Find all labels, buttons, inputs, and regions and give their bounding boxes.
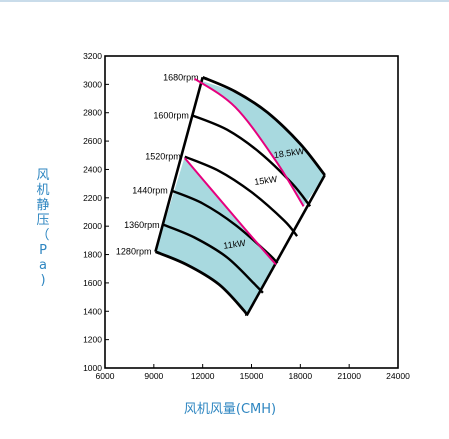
- y-tick-label: 2200: [83, 193, 102, 203]
- x-tick-label: 18000: [289, 371, 313, 381]
- x-tick-label: 9000: [144, 371, 163, 381]
- top-divider: [0, 0, 449, 2]
- rpm-curves: 1680rpm 1600rpm 1520rpm 1440rpm 1360rpm 1280r…: [116, 72, 326, 317]
- axes: 1000 1200 1400 1600 1800 2000 2200 2400 2600 2800…: [83, 51, 410, 381]
- y-axis-label-char: 风: [36, 168, 50, 183]
- power-label: 18.5kW: [273, 146, 305, 160]
- rpm-curve: [184, 155, 299, 237]
- y-tick-label: 2400: [83, 164, 102, 174]
- x-tick-label: 15000: [240, 371, 264, 381]
- rpm-curve: [154, 250, 248, 317]
- y-tick-label: 1400: [83, 306, 102, 316]
- rpm-curve: [163, 223, 264, 294]
- x-tick-label: 6000: [96, 371, 115, 381]
- envelope-left-edge: [154, 76, 204, 253]
- rpm-curve: [192, 114, 312, 208]
- y-tick-label: 2000: [83, 221, 102, 231]
- y-axis-label-char: 静: [36, 198, 50, 213]
- shade-region-upper: [194, 78, 325, 207]
- rpm-curve: [171, 189, 279, 264]
- y-tick-label: 1600: [83, 278, 102, 288]
- y-axis-label-char: P: [39, 243, 47, 258]
- rpm-label: 1680rpm: [163, 72, 199, 82]
- y-tick-label: 2600: [83, 136, 102, 146]
- y-axis-label-char: 机: [36, 183, 50, 198]
- rpm-label: 1600rpm: [153, 111, 189, 121]
- power-line: [184, 157, 277, 266]
- y-tick-label: 3000: [83, 79, 102, 89]
- power-label: 11kW: [223, 238, 247, 251]
- rpm-label: 1440rpm: [132, 186, 168, 196]
- power-lines: 18.5kW 15kW 11kW: [184, 77, 305, 266]
- y-tick-label: 1800: [83, 250, 102, 260]
- power-label: 15kW: [254, 174, 279, 187]
- y-tick-label: 3200: [83, 51, 102, 61]
- y-axis-label-char: ): [40, 273, 46, 288]
- envelope-right-edge: [245, 174, 326, 317]
- x-tick-label: 12000: [191, 371, 215, 381]
- y-axis-label-char: 压: [36, 213, 50, 228]
- x-tick-label: 24000: [386, 371, 410, 381]
- y-tick-label: 1000: [83, 363, 102, 373]
- rpm-label: 1520rpm: [145, 152, 181, 162]
- rpm-label: 1360rpm: [124, 220, 160, 230]
- y-tick-label: 2800: [83, 108, 102, 118]
- y-axis-label-char: （: [36, 228, 50, 243]
- x-axis-label: 风机风量(CMH): [183, 402, 277, 417]
- power-line: [193, 77, 305, 207]
- y-tick-label: 1200: [83, 335, 102, 345]
- rpm-label: 1280rpm: [116, 247, 152, 257]
- rpm-curve: [202, 76, 326, 176]
- y-axis-label-char: a: [39, 258, 47, 273]
- x-tick-label: 21000: [337, 371, 361, 381]
